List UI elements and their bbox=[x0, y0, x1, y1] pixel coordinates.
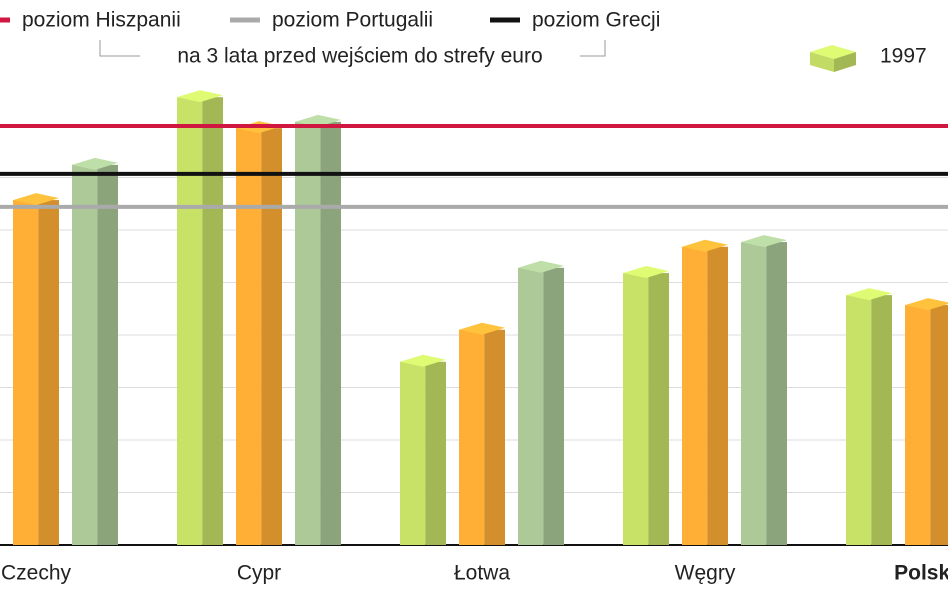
bar-cap bbox=[400, 354, 446, 367]
bar-front bbox=[741, 242, 767, 545]
bar-side bbox=[543, 267, 564, 545]
legend-label: poziom Hiszpanii bbox=[22, 9, 181, 32]
category-label: Łotwa bbox=[454, 562, 510, 585]
bar-cap bbox=[518, 260, 564, 273]
bar-side bbox=[930, 305, 948, 545]
bar-front bbox=[905, 305, 931, 545]
bar-front bbox=[295, 121, 321, 545]
legend-cube-side bbox=[834, 52, 856, 72]
bar-front bbox=[682, 246, 708, 546]
category-label: Cypr bbox=[237, 562, 281, 585]
bar-side bbox=[484, 329, 505, 545]
bar-side bbox=[648, 273, 669, 545]
category-label: Węgry bbox=[675, 562, 736, 585]
bar-cap bbox=[741, 235, 787, 248]
bar-side bbox=[707, 246, 728, 546]
bar-side bbox=[261, 128, 282, 545]
legend-cube-front bbox=[810, 52, 834, 72]
bar-cap bbox=[905, 298, 948, 311]
bar-front bbox=[846, 295, 872, 545]
legend-swatch bbox=[810, 45, 856, 72]
bar-cap bbox=[72, 157, 118, 170]
bar-side bbox=[202, 97, 223, 546]
bar bbox=[459, 322, 505, 545]
bar-side bbox=[425, 361, 446, 545]
bar bbox=[72, 157, 118, 545]
legend-label: 1997 bbox=[880, 45, 927, 68]
bar-front bbox=[13, 200, 39, 545]
bar bbox=[236, 121, 282, 545]
bar bbox=[623, 266, 669, 545]
category-label: Polska bbox=[894, 562, 948, 585]
bar bbox=[177, 90, 223, 546]
bar bbox=[518, 260, 564, 545]
bar bbox=[846, 288, 892, 545]
bar bbox=[295, 114, 341, 545]
legend-label: poziom Grecji bbox=[532, 9, 660, 32]
bar-front bbox=[400, 361, 426, 545]
bar-front bbox=[236, 128, 262, 545]
bar bbox=[682, 239, 728, 546]
legend-cube-top bbox=[810, 45, 856, 59]
bar bbox=[13, 193, 59, 545]
bar-cap bbox=[623, 266, 669, 279]
bar-side bbox=[871, 295, 892, 545]
bar-front bbox=[177, 97, 203, 546]
bar-side bbox=[766, 242, 787, 545]
subtitle: na 3 lata przed wejściem do strefy euro bbox=[177, 45, 542, 68]
bar bbox=[741, 235, 787, 545]
bar-cap bbox=[459, 322, 505, 335]
bar-front bbox=[518, 267, 544, 545]
bar-cap bbox=[846, 288, 892, 301]
bar-front bbox=[459, 329, 485, 545]
bar bbox=[400, 354, 446, 545]
legend-label: poziom Portugalii bbox=[272, 9, 433, 32]
bar-side bbox=[97, 164, 118, 545]
bar-front bbox=[623, 273, 649, 545]
bar-cap bbox=[682, 239, 728, 252]
bar-cap bbox=[177, 90, 223, 103]
bar-cap bbox=[295, 114, 341, 127]
category-label: Czechy bbox=[1, 562, 72, 585]
bar-cap bbox=[13, 193, 59, 206]
bar-front bbox=[72, 164, 98, 545]
bar-side bbox=[38, 200, 59, 545]
bar bbox=[905, 298, 948, 545]
bar-side bbox=[320, 121, 341, 545]
subtitle-bracket bbox=[99, 40, 606, 57]
